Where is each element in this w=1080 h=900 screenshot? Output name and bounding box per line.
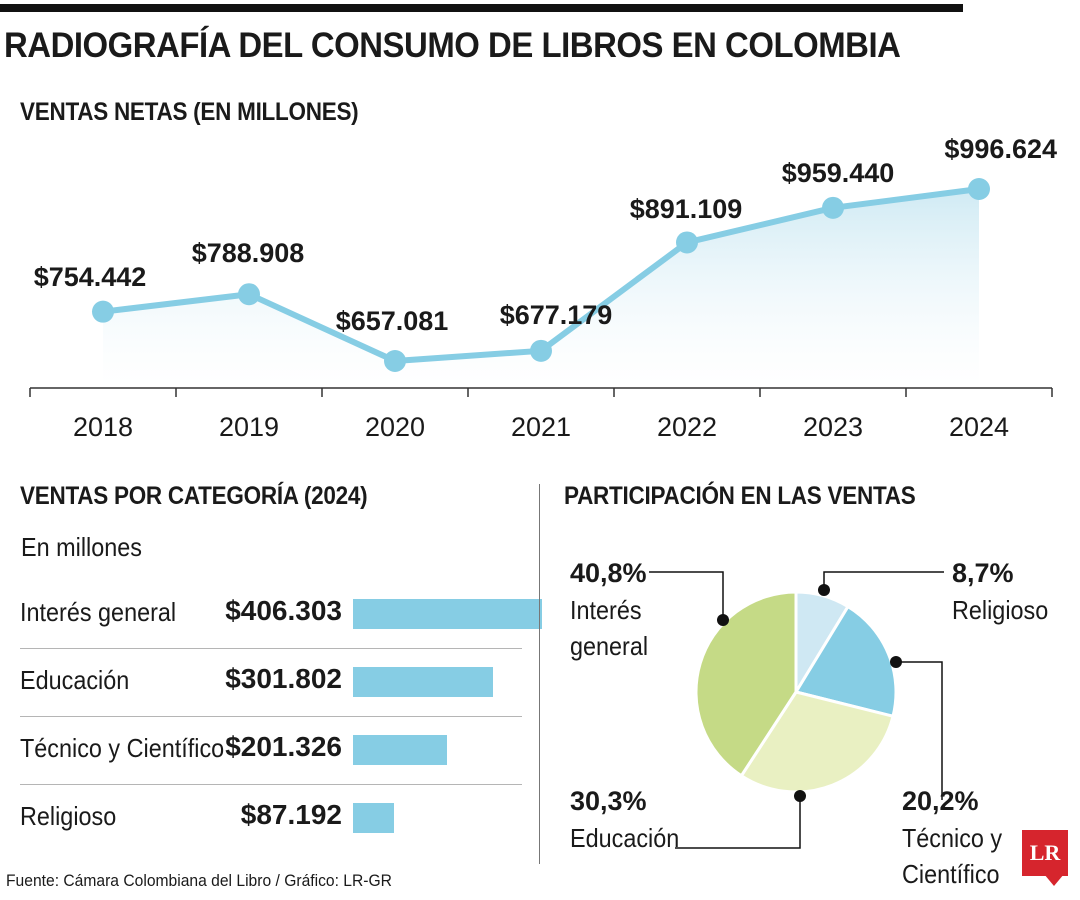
data-point xyxy=(822,196,844,219)
data-point xyxy=(238,283,260,306)
row-divider xyxy=(20,648,522,649)
data-label: $996.624 xyxy=(944,134,1057,164)
row-divider xyxy=(20,784,522,785)
pie-slice-interes-general xyxy=(694,590,798,778)
pie-slice-educacion xyxy=(739,690,895,794)
category-row-religioso: Religioso $87.192 xyxy=(20,785,522,853)
leader-dot xyxy=(890,656,902,668)
leader-dot xyxy=(794,790,806,802)
category-bar xyxy=(353,735,447,765)
pie-label-line: Científico xyxy=(902,859,1000,889)
category-row-interes-general: Interés general $406.303 xyxy=(20,581,542,649)
line-chart-title: VENTAS NETAS (EN MILLONES) xyxy=(20,98,359,126)
pie-pct-tecnico: 20,2% xyxy=(902,786,979,816)
pie-pct-religioso: 8,7% xyxy=(952,558,1014,588)
pie-label-tecnico: Técnico y Científico xyxy=(902,820,1002,892)
pie-label-line: Educación xyxy=(570,823,680,853)
pie-label-line: general xyxy=(570,631,649,661)
data-point xyxy=(676,231,698,254)
data-label: $891.109 xyxy=(630,194,743,224)
pie-chart-title: PARTICIPACIÓN EN LAS VENTAS xyxy=(564,482,916,510)
section-divider xyxy=(539,484,540,864)
pie-slice-tecnico xyxy=(793,604,898,719)
pie-label-line: Técnico y xyxy=(902,823,1003,853)
category-value: $301.802 xyxy=(225,663,342,694)
data-label: $657.081 xyxy=(336,306,449,336)
category-bar xyxy=(353,803,394,833)
source-note: Fuente: Cámara Colombiana del Libro / Gr… xyxy=(6,871,392,890)
category-name: Religioso xyxy=(20,801,117,831)
x-tick-label: 2022 xyxy=(657,412,717,442)
pie-label-educacion: Educación xyxy=(570,820,679,856)
leader-tecnico xyxy=(896,661,943,800)
bar-chart-subtitle: En millones xyxy=(21,532,142,562)
category-name: Interés general xyxy=(20,597,177,627)
x-tick-label: 2019 xyxy=(219,412,279,442)
line-area xyxy=(103,189,979,388)
leader-educacion xyxy=(675,796,801,849)
bar-chart-title: VENTAS POR CATEGORÍA (2024) xyxy=(20,482,368,510)
pie-pct-educacion: 30,3% xyxy=(570,786,647,816)
leader-interes-general xyxy=(649,571,724,620)
data-label: $754.442 xyxy=(34,262,147,292)
main-title: RADIOGRAFÍA DEL CONSUMO DE LIBROS EN COL… xyxy=(4,26,901,65)
data-label: $788.908 xyxy=(192,238,305,268)
category-value: $87.192 xyxy=(240,799,342,830)
x-tick-label: 2020 xyxy=(365,412,425,442)
pie-pct-interes-general: 40,8% xyxy=(570,558,647,588)
x-tick-label: 2018 xyxy=(73,412,133,442)
pie-label-religioso: Religioso xyxy=(952,592,1048,628)
category-value: $201.326 xyxy=(225,731,342,762)
pie-label-line: Interés xyxy=(570,595,642,625)
pie-label-interes-general: Interés general xyxy=(570,592,648,664)
data-label: $677.179 xyxy=(500,300,613,330)
x-tick-label: 2023 xyxy=(803,412,863,442)
row-divider xyxy=(20,716,522,717)
leader-religioso xyxy=(823,571,944,590)
data-label: $959.440 xyxy=(782,158,895,188)
data-point xyxy=(92,300,114,323)
category-value: $406.303 xyxy=(225,595,342,626)
category-row-tecnico: Técnico y Científico $201.326 xyxy=(20,717,522,785)
top-rule xyxy=(0,4,963,12)
category-bar xyxy=(353,599,542,629)
leader-dot xyxy=(717,614,729,626)
category-name: Educación xyxy=(20,665,130,695)
data-point xyxy=(384,350,406,372)
lr-logo-tip xyxy=(1044,874,1064,886)
leader-dot xyxy=(818,584,830,596)
data-point xyxy=(530,339,552,362)
category-name: Técnico y Científico xyxy=(20,733,225,763)
category-row-educacion: Educación $301.802 xyxy=(20,649,522,717)
line-chart: $754.442 2018 $788.908 2019 $657.081 2020 $677… xyxy=(29,134,1057,442)
lr-logo: LR xyxy=(1022,830,1068,876)
category-bar xyxy=(353,667,494,697)
pie-label-line: Religioso xyxy=(952,595,1049,625)
x-tick-label: 2024 xyxy=(949,412,1009,442)
data-point xyxy=(968,178,990,200)
x-tick-label: 2021 xyxy=(511,412,571,442)
